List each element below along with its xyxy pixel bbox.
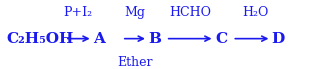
Text: HCHO: HCHO <box>169 6 211 19</box>
Text: C₂H₅OH: C₂H₅OH <box>6 32 74 46</box>
Text: Mg: Mg <box>124 6 145 19</box>
Text: P+I₂: P+I₂ <box>63 6 93 19</box>
Text: A: A <box>93 32 105 46</box>
Text: H₂O: H₂O <box>242 6 268 19</box>
Text: C: C <box>215 32 227 46</box>
Text: D: D <box>271 32 284 46</box>
Text: B: B <box>148 32 161 46</box>
Text: Ether: Ether <box>117 56 153 69</box>
